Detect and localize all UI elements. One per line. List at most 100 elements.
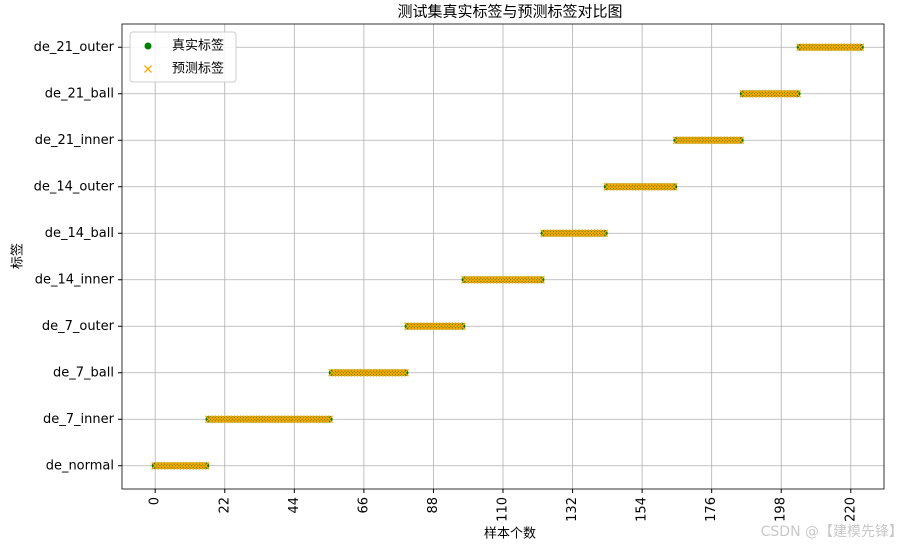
point <box>837 43 846 52</box>
point <box>454 322 463 331</box>
point <box>764 89 773 98</box>
x-tick-label: 154 <box>635 497 650 522</box>
point <box>530 275 539 284</box>
point <box>385 368 394 377</box>
point <box>710 136 719 145</box>
point <box>255 415 264 424</box>
point <box>290 415 299 424</box>
point <box>258 415 267 424</box>
point <box>432 322 441 331</box>
point <box>495 275 504 284</box>
point <box>359 368 368 377</box>
point <box>650 182 659 191</box>
point <box>603 182 612 191</box>
point <box>461 275 470 284</box>
point <box>163 461 172 470</box>
point <box>853 43 862 52</box>
point <box>663 182 672 191</box>
point <box>812 43 820 52</box>
point <box>850 43 858 52</box>
point <box>540 229 549 238</box>
point <box>514 275 523 284</box>
point <box>597 229 605 238</box>
point <box>745 89 754 98</box>
point <box>274 415 283 424</box>
point <box>499 275 507 284</box>
point <box>204 415 213 424</box>
chart-title: 测试集真实标签与预测标签对比图 <box>397 3 622 21</box>
point <box>208 415 217 424</box>
point <box>268 415 277 424</box>
point <box>265 415 273 424</box>
point <box>287 415 296 424</box>
point <box>397 368 406 377</box>
point <box>641 182 650 191</box>
point <box>644 182 653 191</box>
point <box>521 275 530 284</box>
point <box>388 368 397 377</box>
point <box>318 415 327 424</box>
point <box>660 182 669 191</box>
point <box>587 229 596 238</box>
point <box>676 136 685 145</box>
point <box>733 136 741 145</box>
point <box>508 275 517 284</box>
point <box>748 89 757 98</box>
legend-label: 真实标签 <box>172 38 224 54</box>
point <box>726 136 735 145</box>
point <box>356 368 365 377</box>
x-tick-label: 44 <box>287 497 302 514</box>
y-tick-label: de_21_outer <box>34 40 115 55</box>
point <box>502 275 511 284</box>
x-tick-label: 22 <box>217 497 232 514</box>
point <box>369 368 378 377</box>
x-tick-label: 88 <box>426 497 441 514</box>
point <box>334 368 343 377</box>
point <box>552 229 561 238</box>
point <box>426 322 435 331</box>
point <box>299 415 308 424</box>
point <box>808 43 817 52</box>
plot-frame <box>121 23 885 490</box>
point <box>249 415 258 424</box>
point <box>195 461 204 470</box>
point <box>457 322 466 331</box>
point <box>824 43 833 52</box>
point <box>831 43 839 52</box>
point <box>653 182 662 191</box>
point <box>666 182 675 191</box>
x-axis-label: 样本个数 <box>484 527 536 542</box>
point <box>799 43 808 52</box>
point <box>372 368 381 377</box>
point <box>404 322 413 331</box>
x-tick-label: 220 <box>843 497 858 522</box>
point <box>701 136 710 145</box>
point <box>394 368 403 377</box>
point <box>201 461 210 470</box>
point <box>438 322 447 331</box>
y-tick-label: de_normal <box>46 458 114 473</box>
point <box>154 461 163 470</box>
point <box>315 415 324 424</box>
x-tick-label: 110 <box>496 497 511 522</box>
point <box>211 415 220 424</box>
point <box>328 368 337 377</box>
point <box>574 229 583 238</box>
point <box>233 415 242 424</box>
point <box>451 322 460 331</box>
point <box>755 89 764 98</box>
point <box>429 322 438 331</box>
point <box>511 275 520 284</box>
point <box>186 461 194 470</box>
x-tick-label: 176 <box>704 497 719 522</box>
point <box>761 89 770 98</box>
point <box>236 415 245 424</box>
point <box>704 136 713 145</box>
legend-box <box>129 31 237 83</box>
point <box>223 415 232 424</box>
point <box>227 415 236 424</box>
point <box>382 368 390 377</box>
point <box>505 275 514 284</box>
point <box>751 89 760 98</box>
